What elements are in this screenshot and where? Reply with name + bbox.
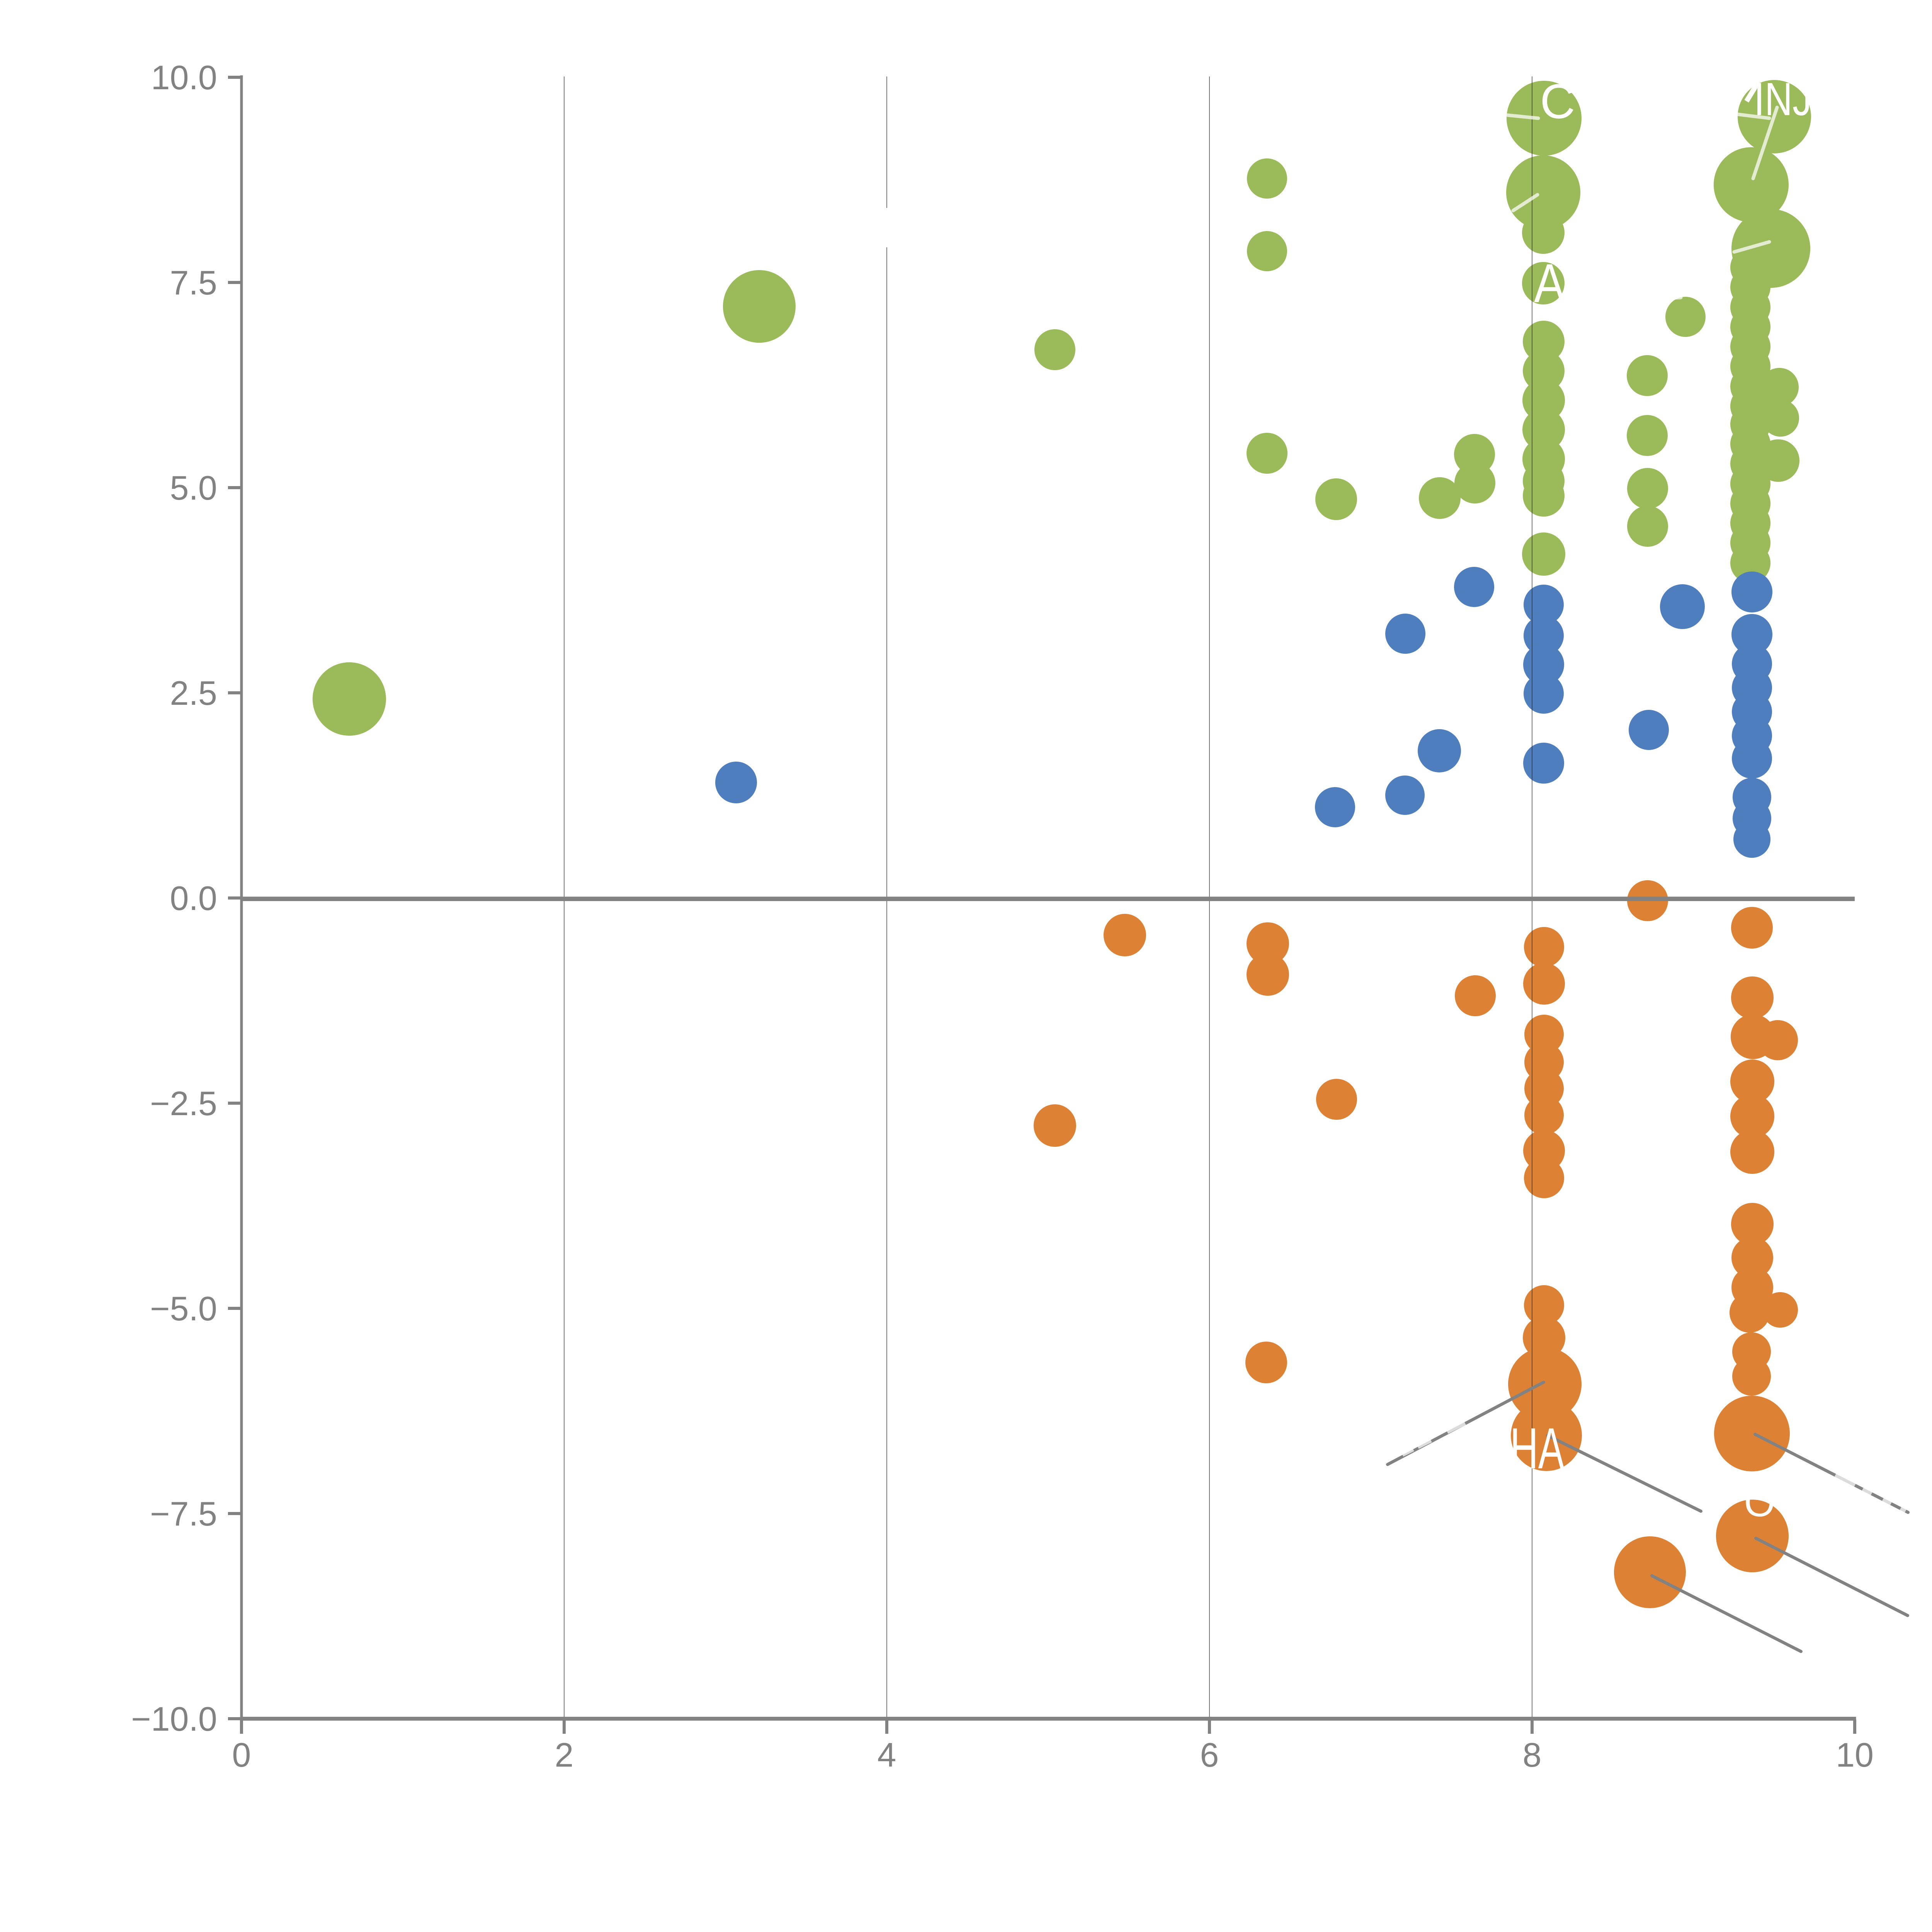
svg-text:0: 0 [232, 1736, 251, 1774]
svg-text:10: 10 [1836, 1736, 1874, 1774]
svg-text:INJ: INJ [1754, 73, 1812, 125]
svg-text:A: A [1534, 253, 1565, 314]
svg-text:2: 2 [555, 1736, 574, 1774]
svg-text:−10.0: −10.0 [131, 1700, 217, 1738]
svg-text:C: C [1540, 74, 1575, 129]
svg-text:8: 8 [1523, 1736, 1542, 1774]
svg-text:HA: HA [1510, 1416, 1564, 1481]
svg-text:−2.5: −2.5 [150, 1084, 217, 1122]
svg-text:4: 4 [878, 1736, 896, 1774]
svg-text:−5.0: −5.0 [150, 1289, 217, 1328]
svg-text:O: O [1744, 1480, 1776, 1525]
svg-text:−7.5: −7.5 [150, 1495, 217, 1533]
svg-text:2.5: 2.5 [170, 674, 217, 712]
svg-text:6: 6 [1200, 1736, 1219, 1774]
svg-text:0.0: 0.0 [170, 879, 217, 917]
svg-text:7.5: 7.5 [170, 264, 217, 302]
svg-text:5.0: 5.0 [170, 469, 217, 507]
svg-text:10.0: 10.0 [151, 58, 217, 97]
